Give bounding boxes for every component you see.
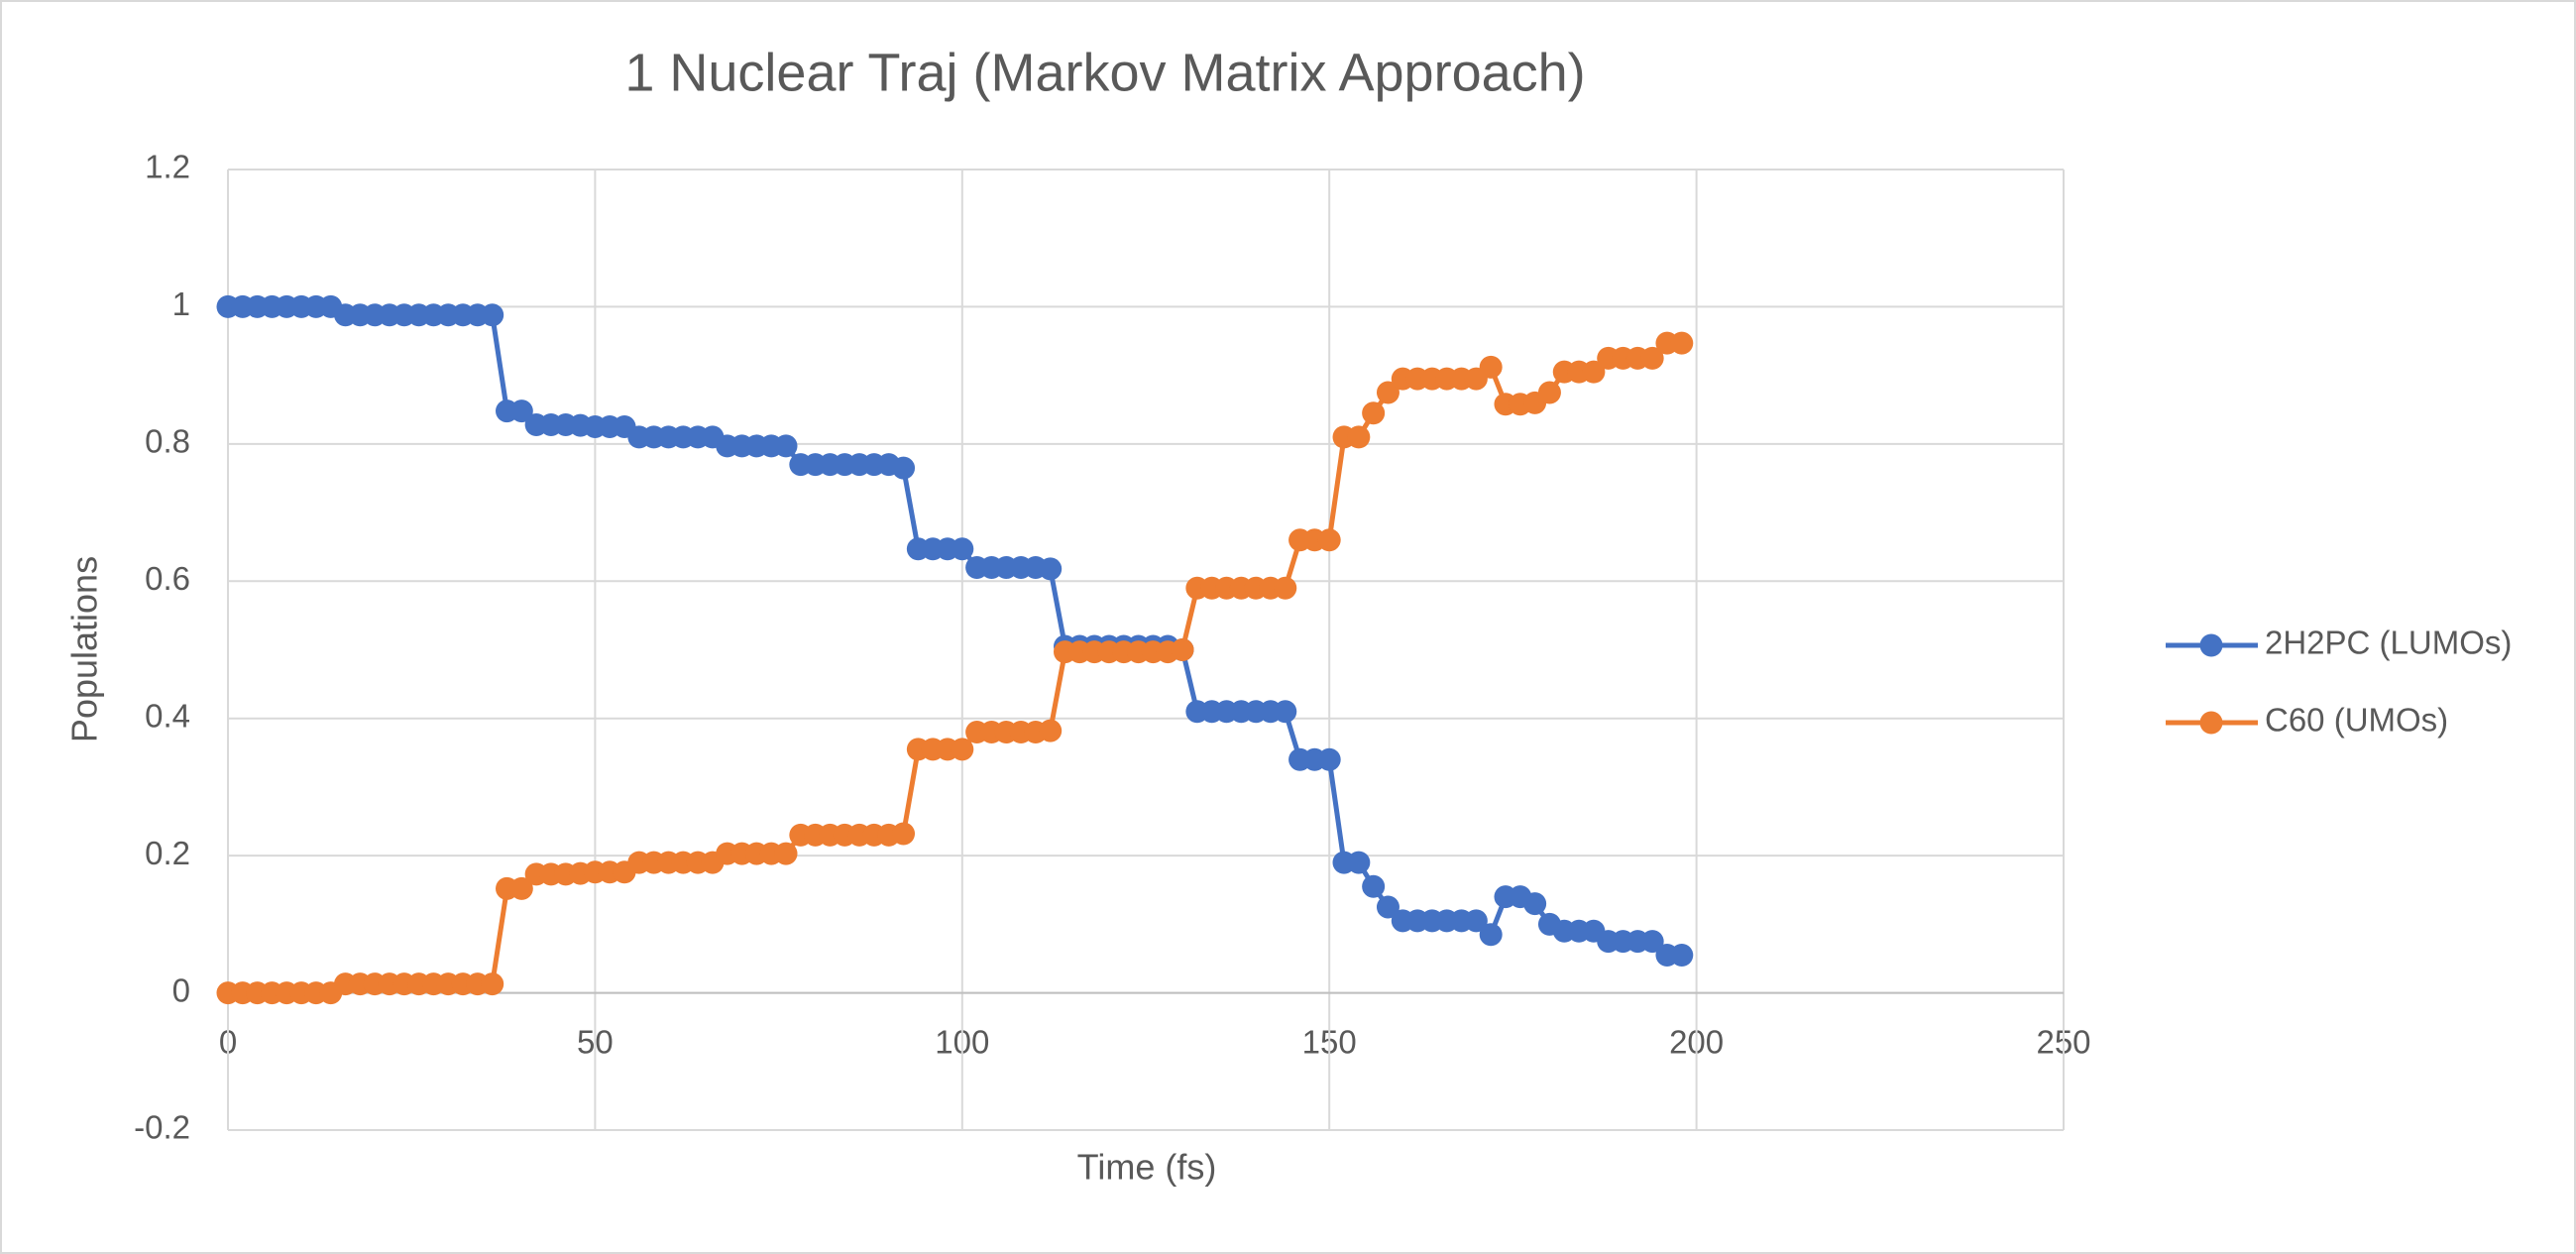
marker — [1479, 355, 1503, 379]
y-tick-label: -0.2 — [134, 1109, 190, 1146]
marker — [1347, 425, 1371, 449]
chart-title: 1 Nuclear Traj (Markov Matrix Approach) — [624, 43, 1585, 102]
marker — [892, 456, 916, 480]
marker — [1362, 401, 1386, 425]
marker — [1274, 576, 1297, 600]
y-tick-label: 0 — [172, 971, 190, 1008]
marker — [1582, 360, 1606, 384]
marker — [1640, 930, 1664, 954]
y-tick-label: 0.4 — [145, 697, 190, 734]
marker — [509, 399, 533, 423]
marker — [1039, 557, 1063, 581]
marker — [1376, 895, 1400, 919]
marker — [892, 822, 916, 846]
legend-label: C60 (UMOs) — [2265, 702, 2448, 739]
y-tick-label: 0.8 — [145, 423, 190, 460]
marker — [1317, 747, 1341, 771]
marker — [1171, 638, 1194, 661]
marker — [1039, 719, 1063, 742]
marker — [1376, 381, 1400, 404]
marker — [951, 537, 974, 561]
marker — [1464, 909, 1488, 933]
y-tick-label: 0.6 — [145, 560, 190, 597]
marker — [774, 434, 798, 458]
legend-label: 2H2PC (LUMOs) — [2265, 625, 2512, 661]
marker — [1479, 923, 1503, 947]
y-tick-label: 0.2 — [145, 835, 190, 871]
series — [216, 331, 1694, 1005]
marker — [1670, 331, 1694, 355]
marker — [1537, 381, 1561, 404]
y-axis-label: Populations — [64, 556, 105, 742]
marker — [951, 738, 974, 761]
marker — [1362, 874, 1386, 898]
marker — [509, 876, 533, 900]
marker — [1523, 892, 1547, 916]
legend-marker — [2199, 711, 2223, 735]
marker — [1274, 700, 1297, 724]
legend-marker — [2199, 633, 2223, 657]
marker — [1347, 851, 1371, 874]
y-tick-label: 1.2 — [145, 149, 190, 185]
marker — [1317, 528, 1341, 552]
marker — [1670, 944, 1694, 968]
x-axis-label: Time (fs) — [1077, 1147, 1217, 1188]
marker — [774, 842, 798, 865]
marker — [481, 303, 504, 327]
y-tick-label: 1 — [172, 285, 190, 322]
marker — [1640, 346, 1664, 370]
marker — [481, 972, 504, 996]
